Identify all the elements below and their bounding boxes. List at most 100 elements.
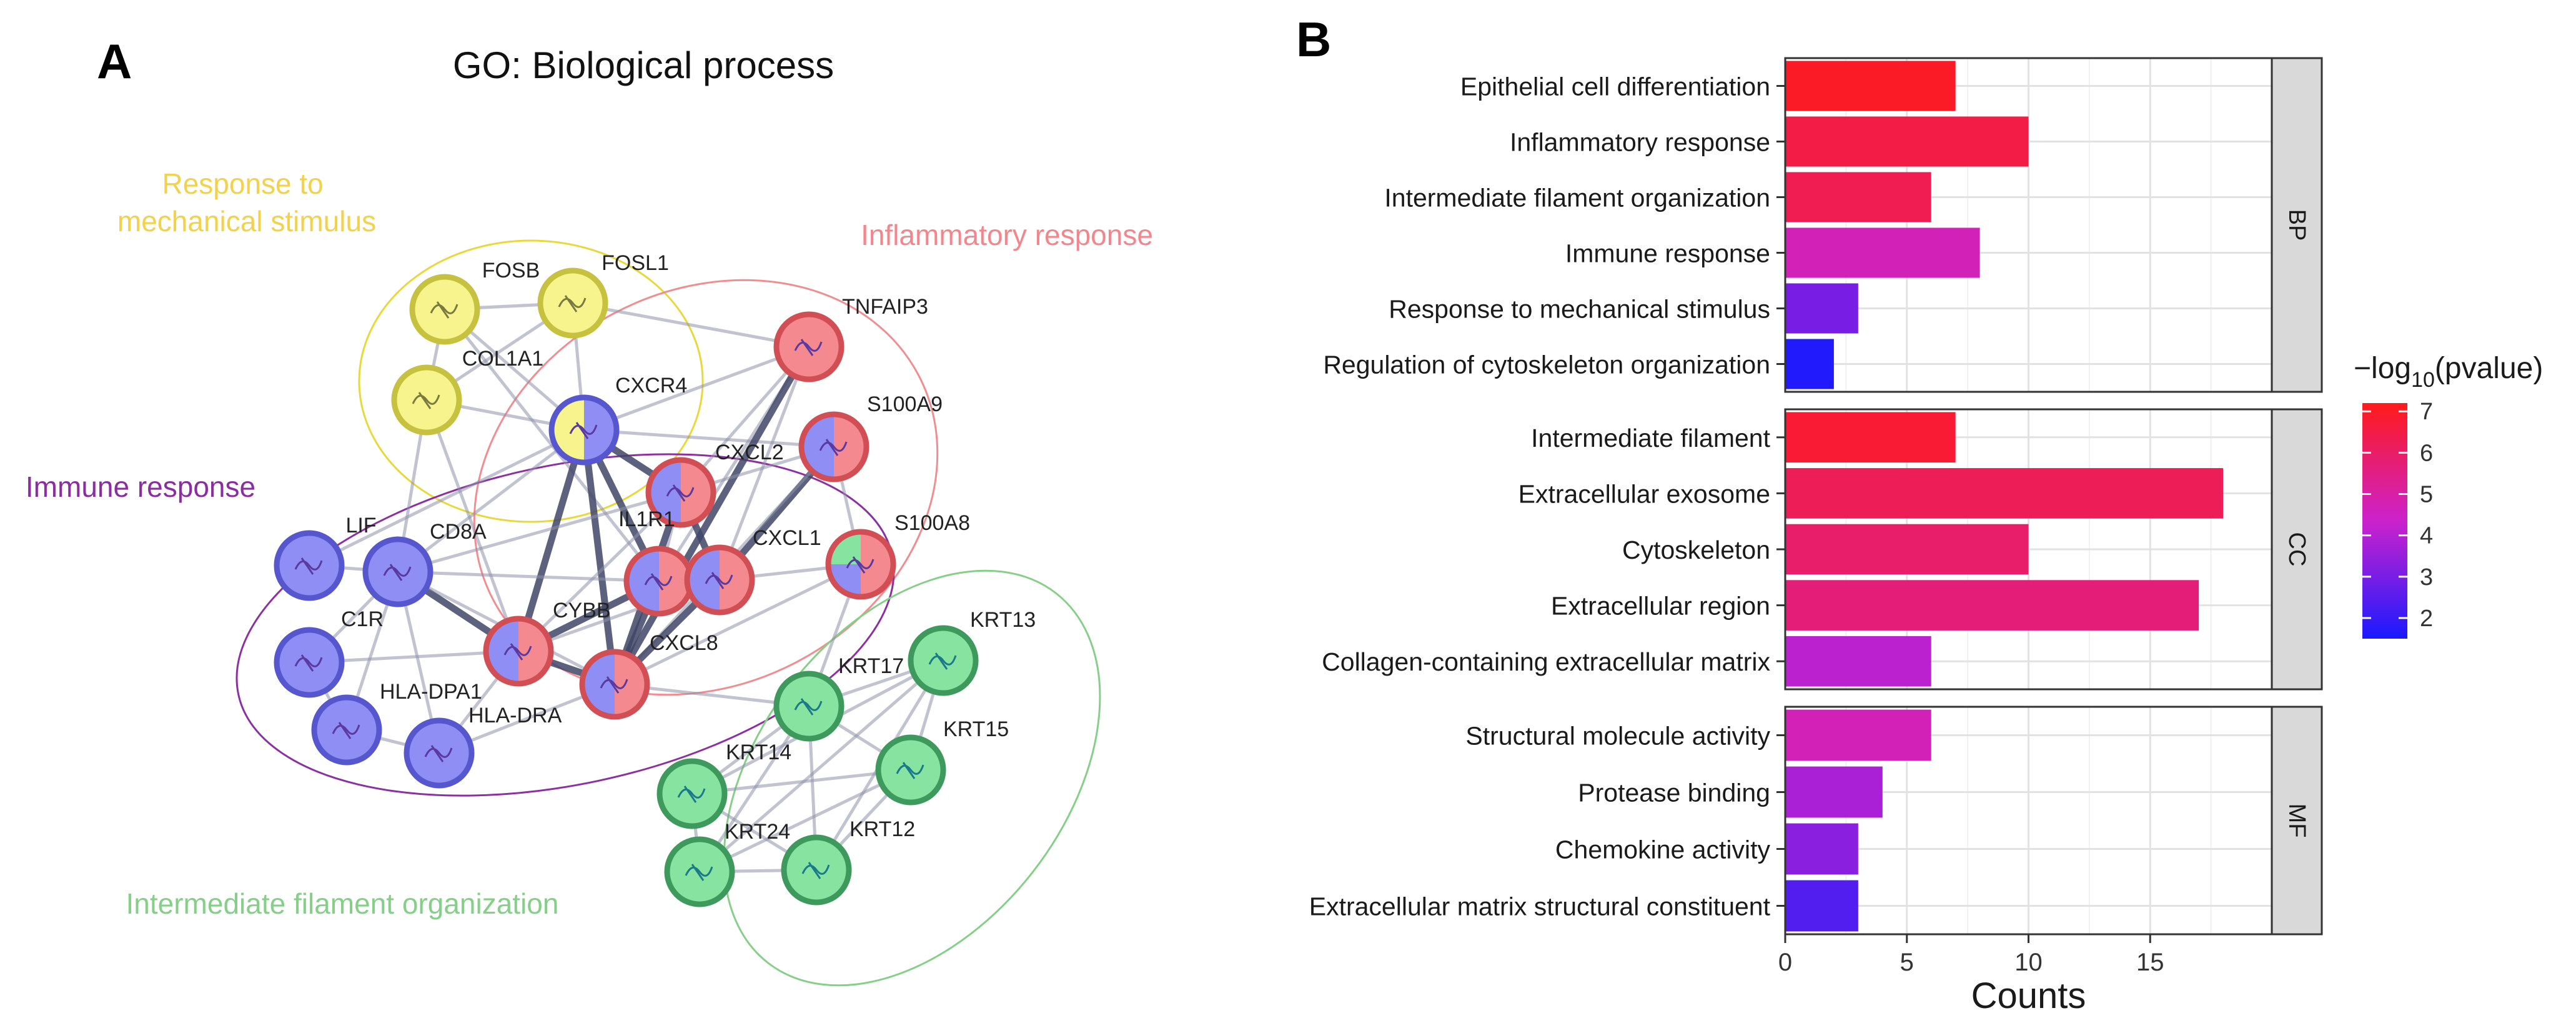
- group-ellipse-inflammatory: [473, 279, 939, 696]
- node-krt12[interactable]: KRT12: [781, 817, 915, 906]
- bar-extracellular-region[interactable]: [1785, 580, 2199, 631]
- protein-structure-glyph: [569, 422, 598, 439]
- colorbar-legend: −log10(pvalue) 2 3 4 5 6 7: [2354, 352, 2543, 639]
- protein-structure-glyph: [294, 654, 323, 672]
- colorbar-title-subscript: 10: [2411, 368, 2435, 392]
- colorbar-tick-label: 4: [2420, 523, 2433, 549]
- protein-structure-glyph: [666, 484, 695, 502]
- bar-inflammatory-response[interactable]: [1785, 116, 2029, 167]
- node-ring: [645, 457, 716, 528]
- node-ring: [773, 311, 845, 382]
- node-ring: [404, 717, 475, 789]
- node-c1r[interactable]: C1R: [274, 607, 384, 698]
- node-label: CXCR4: [615, 374, 687, 397]
- category-label: Cytoskeleton: [1622, 536, 1770, 564]
- node-label: C1R: [341, 607, 384, 631]
- node-krt17[interactable]: KRT17: [773, 654, 904, 742]
- group-label-filament: Intermediate filament organization: [126, 887, 559, 920]
- bar-regulation-of-cytoskeleton-organization[interactable]: [1785, 339, 1834, 389]
- colorbar-tick-label: 2: [2420, 606, 2433, 632]
- bar-intermediate-filament-organization[interactable]: [1785, 172, 1931, 222]
- network-title: GO: Biological process: [453, 44, 834, 86]
- bar-extracellular-matrix-structural-constituent[interactable]: [1785, 880, 1858, 932]
- bar-cytoskeleton[interactable]: [1785, 524, 2029, 575]
- protein-structure-glyph: [383, 564, 412, 581]
- node-krt24[interactable]: KRT24: [664, 820, 790, 907]
- node-hla-dpa1[interactable]: HLA-DPA1: [311, 680, 482, 766]
- edge-cxcr4-cd8a: [397, 429, 585, 573]
- node-lif[interactable]: LIF: [274, 514, 377, 601]
- x-axis: 0 5 10 15 Counts: [1778, 934, 2164, 1016]
- bar-epithelial-cell-differentiation[interactable]: [1785, 61, 1956, 111]
- node-cxcr4[interactable]: CXCR4: [548, 374, 687, 466]
- node-ring: [274, 627, 345, 698]
- bar-immune-response[interactable]: [1785, 227, 1980, 278]
- protein-structure-glyph: [705, 572, 733, 589]
- node-cd8a[interactable]: CD8A: [362, 520, 487, 607]
- edge-il1r1-cd8a: [397, 570, 660, 583]
- edge-tnfaip3-cxcl1: [718, 346, 811, 581]
- node-krt14[interactable]: KRT14: [656, 741, 791, 829]
- node-label: KRT24: [725, 820, 790, 844]
- node-label: KRT14: [726, 741, 791, 764]
- node-tnfaip3[interactable]: TNFAIP3: [773, 295, 928, 382]
- node-krt15[interactable]: KRT15: [875, 717, 1009, 806]
- colorbar-title: −log10(pvalue): [2354, 352, 2543, 392]
- category-label: Chemokine activity: [1555, 836, 1771, 864]
- facet-mf: Structural molecule activity Protease bin…: [1309, 706, 2323, 936]
- node-s100a8[interactable]: S100A8: [825, 511, 970, 600]
- group-label-inflammatory: Inflammatory response: [861, 219, 1153, 251]
- bar-structural-molecule-activity[interactable]: [1785, 709, 1931, 761]
- protein-structure-glyph: [928, 652, 957, 670]
- node-col1a1[interactable]: COL1A1: [391, 347, 543, 436]
- edge-col1a1-cybb: [425, 399, 520, 652]
- node-ring: [908, 625, 979, 696]
- edge-krt13-krt24: [698, 659, 944, 873]
- bar-intermediate-filament[interactable]: [1785, 412, 1956, 463]
- node-ring: [773, 671, 845, 742]
- node-ring: [391, 364, 462, 436]
- group-label-immune: Immune response: [26, 471, 255, 503]
- protein-structure-glyph: [503, 643, 532, 661]
- edge-s100a8-cxcl8: [613, 562, 862, 686]
- node-hla-dra[interactable]: HLA-DRA: [404, 704, 562, 789]
- node-fosl1[interactable]: FOSL1: [537, 251, 669, 339]
- facet-strip: [2271, 408, 2323, 691]
- category-label: Extracellular region: [1551, 592, 1770, 621]
- node-ring: [825, 529, 896, 600]
- node-label: CYBB: [553, 599, 611, 622]
- node-krt13[interactable]: KRT13: [908, 608, 1036, 696]
- category-label: Extracellular exosome: [1518, 479, 1770, 508]
- bar-extracellular-exosome[interactable]: [1785, 468, 2224, 519]
- group-label-mechanical: Response to mechanical stimulus: [117, 167, 376, 237]
- edge-fosl1-tnfaip3: [572, 301, 810, 349]
- node-cxcl8[interactable]: CXCL8: [579, 631, 718, 720]
- protein-structure-glyph: [412, 392, 440, 409]
- node-fill: [550, 396, 618, 464]
- protein-structure-glyph: [644, 573, 673, 591]
- network-panel: GO: Biological process Response to mecha…: [26, 44, 1153, 987]
- edge-cxcl2-cd8a: [397, 491, 681, 574]
- protein-structure-glyph: [801, 862, 830, 879]
- bar-chemokine-activity[interactable]: [1785, 823, 1858, 875]
- network-nodes: FOSB FOSL1 COL1A1 CXCR4 TNFAIP3 S100A9 CXCL2 IL…: [274, 251, 1036, 907]
- edge-cxcr4-cybb: [515, 429, 588, 652]
- bar-collagen-containing-extracellular-matrix[interactable]: [1785, 636, 1931, 687]
- category-label: Extracellular matrix structural constitu…: [1309, 892, 1771, 921]
- bar-protease-binding[interactable]: [1785, 766, 1883, 818]
- bar-response-to-mechanical-stimulus[interactable]: [1785, 283, 1858, 334]
- node-ring: [781, 834, 852, 906]
- node-ring: [684, 544, 755, 616]
- node-label: CXCL8: [650, 631, 718, 655]
- node-ring: [548, 394, 620, 466]
- node-fosb[interactable]: FOSB: [409, 259, 540, 345]
- node-label: COL1A1: [462, 347, 543, 371]
- facet-cc: Intermediate filament Extracellular exoso…: [1322, 408, 2323, 691]
- node-label: TNFAIP3: [842, 295, 928, 319]
- category-label: Intermediate filament organization: [1384, 184, 1770, 212]
- node-s100a9[interactable]: S100A9: [798, 392, 943, 482]
- edge-cxcr4-s100a9: [583, 428, 835, 449]
- node-label: IL1R1: [618, 507, 675, 531]
- panel-b-letter: B: [1296, 12, 1331, 67]
- category-label: Structural molecule activity: [1465, 722, 1770, 751]
